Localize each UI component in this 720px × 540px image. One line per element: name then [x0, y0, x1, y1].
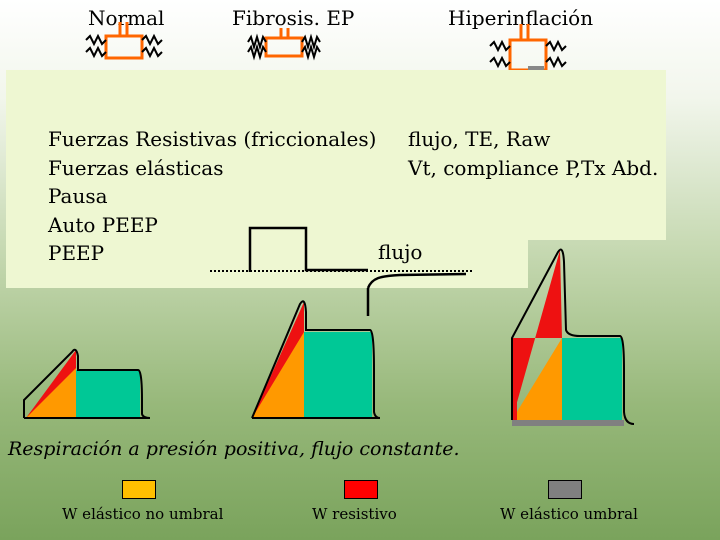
- flow-label: flujo: [378, 240, 423, 264]
- info-panel-upper: [6, 70, 666, 240]
- panel-item-peep: PEEP: [48, 241, 105, 265]
- legend-swatch-elastico-umbral: [548, 480, 582, 499]
- panel-item-resistivas: Fuerzas Resistivas (friccionales): [48, 127, 377, 151]
- legend-label-resistivo: W resistivo: [312, 505, 397, 523]
- normal-lung-spring-icon: [85, 22, 163, 60]
- header-fibrosis: Fibrosis. EP: [232, 6, 355, 30]
- flow-waveform: [210, 226, 474, 316]
- legend-label-elastico-no-umbral: W elástico no umbral: [62, 505, 224, 523]
- fibrosis-lung-spring-icon: [247, 28, 321, 61]
- panel-item-vt-compliance: Vt, compliance P,Tx Abd.: [408, 155, 659, 180]
- panel-item-pausa: Pausa: [48, 184, 108, 208]
- pressure-curve-normal: [23, 348, 151, 419]
- panel-item-auto-peep: Auto PEEP: [48, 212, 158, 237]
- pressure-curve-fibrosis: [251, 300, 381, 419]
- legend-label-elastico-umbral: W elástico umbral: [500, 505, 638, 523]
- legend-swatch-elastico-no-umbral: [122, 480, 156, 499]
- panel-item-elasticas: Fuerzas elásticas: [48, 155, 224, 180]
- info-panel-lower: [6, 238, 528, 288]
- pressure-curve-hiperinflacion: [511, 248, 635, 426]
- panel-item-flujo-te-raw: flujo, TE, Raw: [408, 127, 551, 151]
- legend-swatch-resistivo: [344, 480, 378, 499]
- caption: Respiración a presión positiva, flujo co…: [8, 438, 460, 460]
